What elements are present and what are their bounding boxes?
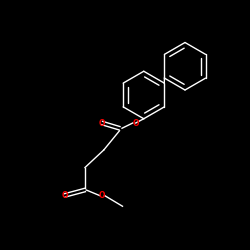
Text: O: O (99, 118, 105, 128)
Text: O: O (99, 191, 105, 200)
Text: O: O (132, 118, 139, 128)
Text: O: O (61, 191, 68, 200)
